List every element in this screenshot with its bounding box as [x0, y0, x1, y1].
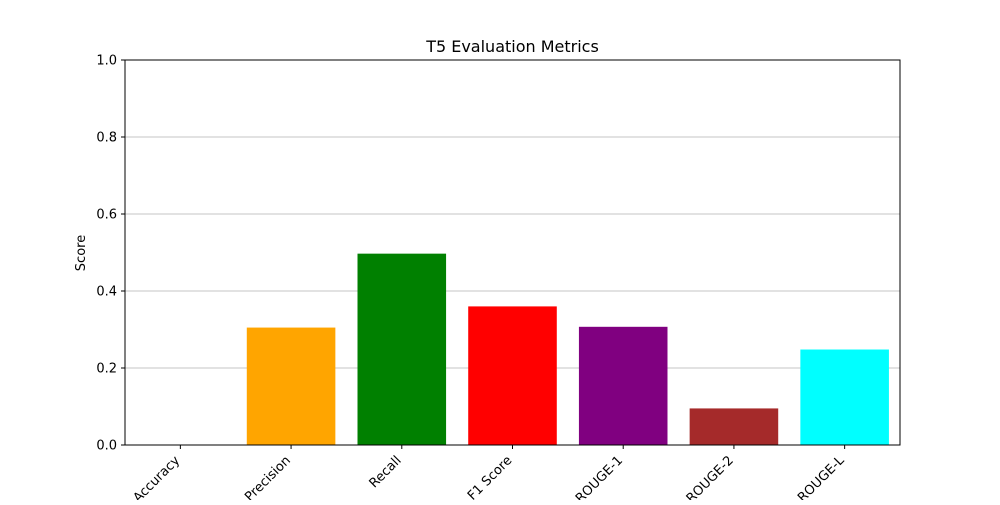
axes [121, 59, 901, 449]
x-tick-label: ROUGE-1 [573, 453, 626, 500]
x-tick-label: Recall [367, 453, 405, 491]
bar-precision [246, 327, 336, 445]
y-axis-label: Score [74, 235, 89, 271]
bars [246, 253, 889, 445]
x-tick-label: ROUGE-L [795, 453, 848, 500]
y-tick-label: 0.6 [96, 208, 117, 223]
y-tick-label: 0.4 [96, 285, 117, 300]
x-tick-label: ROUGE-2 [684, 453, 737, 500]
y-tick-label: 0.0 [96, 439, 117, 454]
bar-rouge-2 [689, 408, 779, 445]
y-tick-label: 0.8 [96, 131, 117, 146]
chart-title: T5 Evaluation Metrics [425, 37, 599, 56]
plot-frame [124, 59, 901, 446]
bar-rouge-l [800, 349, 889, 445]
x-tick-label: Accuracy [131, 453, 184, 500]
bar-f1-score [468, 306, 557, 445]
y-tick-label: 0.2 [96, 362, 117, 377]
y-tick-label: 1.0 [96, 54, 117, 69]
x-tick-label: F1 Score [465, 453, 515, 500]
bar-recall [357, 253, 447, 445]
x-tick-label: Precision [242, 453, 294, 500]
bar-rouge-1 [578, 326, 668, 445]
